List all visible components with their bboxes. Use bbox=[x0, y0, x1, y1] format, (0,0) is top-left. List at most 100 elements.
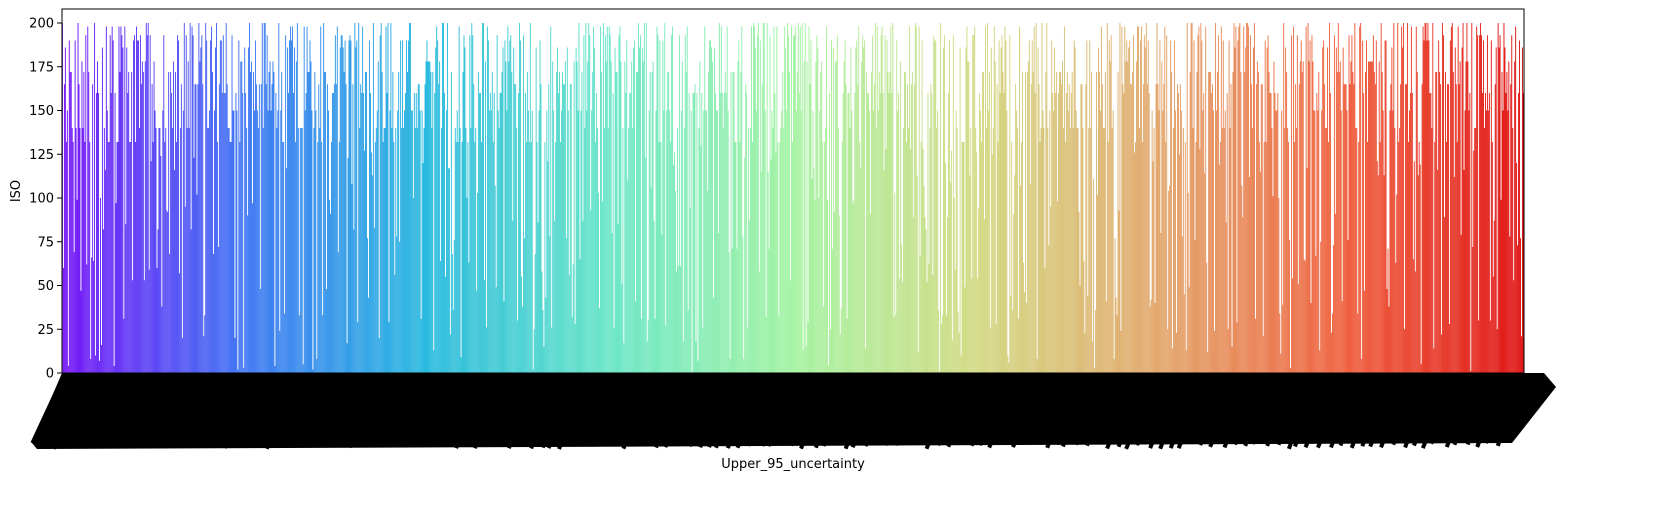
bar bbox=[1141, 142, 1143, 373]
bar bbox=[954, 269, 956, 373]
bar bbox=[247, 215, 249, 373]
bar bbox=[677, 266, 679, 373]
bar bbox=[242, 93, 244, 373]
x-tick-label bbox=[698, 374, 729, 449]
bar bbox=[82, 128, 84, 373]
bar bbox=[589, 35, 591, 373]
bar bbox=[282, 142, 284, 373]
bar bbox=[1272, 196, 1274, 373]
bar bbox=[297, 128, 299, 373]
x-tick-label bbox=[654, 374, 687, 449]
x-tick-label bbox=[789, 374, 824, 447]
bar bbox=[1067, 110, 1069, 373]
bar bbox=[657, 35, 659, 373]
bar bbox=[814, 199, 816, 373]
bar bbox=[1021, 142, 1022, 373]
bar bbox=[1114, 238, 1116, 373]
x-tick-label bbox=[640, 374, 676, 446]
bar bbox=[1297, 283, 1299, 373]
bar bbox=[921, 40, 923, 373]
bar bbox=[465, 128, 467, 373]
bar bbox=[1176, 332, 1177, 373]
bar bbox=[1348, 35, 1350, 373]
bar bbox=[983, 72, 984, 373]
bar bbox=[1495, 47, 1497, 373]
bar bbox=[1099, 72, 1100, 373]
bar bbox=[686, 26, 688, 373]
bar bbox=[1354, 23, 1356, 373]
bar bbox=[338, 142, 340, 373]
bar bbox=[963, 142, 965, 373]
bar bbox=[656, 26, 658, 373]
bar bbox=[1456, 142, 1458, 373]
bar bbox=[232, 110, 234, 373]
bar bbox=[1089, 40, 1091, 373]
bar bbox=[493, 93, 495, 373]
bar bbox=[129, 142, 131, 373]
bar bbox=[1505, 93, 1507, 373]
bar bbox=[437, 40, 439, 373]
bar bbox=[667, 72, 669, 373]
bar bbox=[645, 23, 647, 373]
bar bbox=[500, 93, 502, 373]
bar bbox=[273, 72, 275, 373]
bar bbox=[1377, 175, 1379, 373]
bar bbox=[90, 359, 92, 373]
bar bbox=[1386, 289, 1388, 373]
bar bbox=[591, 110, 593, 373]
bar bbox=[793, 35, 794, 373]
bar bbox=[937, 110, 939, 373]
bar bbox=[1430, 93, 1432, 373]
bar bbox=[78, 84, 80, 373]
bar bbox=[1490, 40, 1492, 373]
bar bbox=[1518, 93, 1520, 373]
bar bbox=[1483, 40, 1484, 373]
bar bbox=[1508, 61, 1510, 373]
bar bbox=[1300, 40, 1302, 373]
bar bbox=[721, 93, 723, 373]
bar bbox=[1333, 35, 1335, 373]
bar bbox=[985, 128, 987, 373]
bar bbox=[1098, 47, 1099, 373]
bar bbox=[1337, 23, 1339, 373]
bar bbox=[216, 23, 217, 373]
bar bbox=[1370, 61, 1371, 373]
bar bbox=[317, 142, 319, 373]
bar bbox=[263, 23, 265, 373]
bar bbox=[594, 47, 596, 373]
bar bbox=[614, 47, 616, 373]
bar bbox=[834, 61, 836, 373]
bar bbox=[1515, 26, 1517, 373]
bar bbox=[334, 35, 336, 373]
bar bbox=[1084, 332, 1086, 373]
bar bbox=[751, 26, 752, 373]
bar bbox=[241, 61, 243, 373]
bar bbox=[716, 110, 718, 373]
x-tick-label bbox=[1233, 374, 1265, 446]
bar bbox=[250, 72, 251, 373]
bar bbox=[1074, 47, 1076, 373]
bar bbox=[585, 23, 587, 373]
bar bbox=[433, 350, 435, 373]
bar bbox=[870, 72, 872, 373]
y-tick-label: 150 bbox=[29, 104, 54, 119]
bar bbox=[292, 26, 293, 373]
bar bbox=[731, 248, 733, 373]
bar bbox=[1112, 110, 1114, 373]
bar bbox=[1308, 61, 1310, 373]
bar bbox=[581, 72, 583, 373]
bar bbox=[122, 47, 124, 373]
bar bbox=[1365, 72, 1367, 373]
bar bbox=[89, 142, 91, 373]
bar bbox=[1276, 110, 1278, 373]
bar bbox=[1431, 128, 1433, 373]
bar bbox=[1070, 93, 1072, 373]
bar bbox=[1218, 164, 1220, 373]
bar bbox=[1298, 84, 1300, 373]
bar bbox=[1485, 110, 1487, 373]
bar bbox=[441, 128, 443, 373]
bar bbox=[286, 168, 288, 373]
bar bbox=[1009, 35, 1011, 373]
bar bbox=[1387, 248, 1389, 373]
bar bbox=[659, 40, 661, 373]
